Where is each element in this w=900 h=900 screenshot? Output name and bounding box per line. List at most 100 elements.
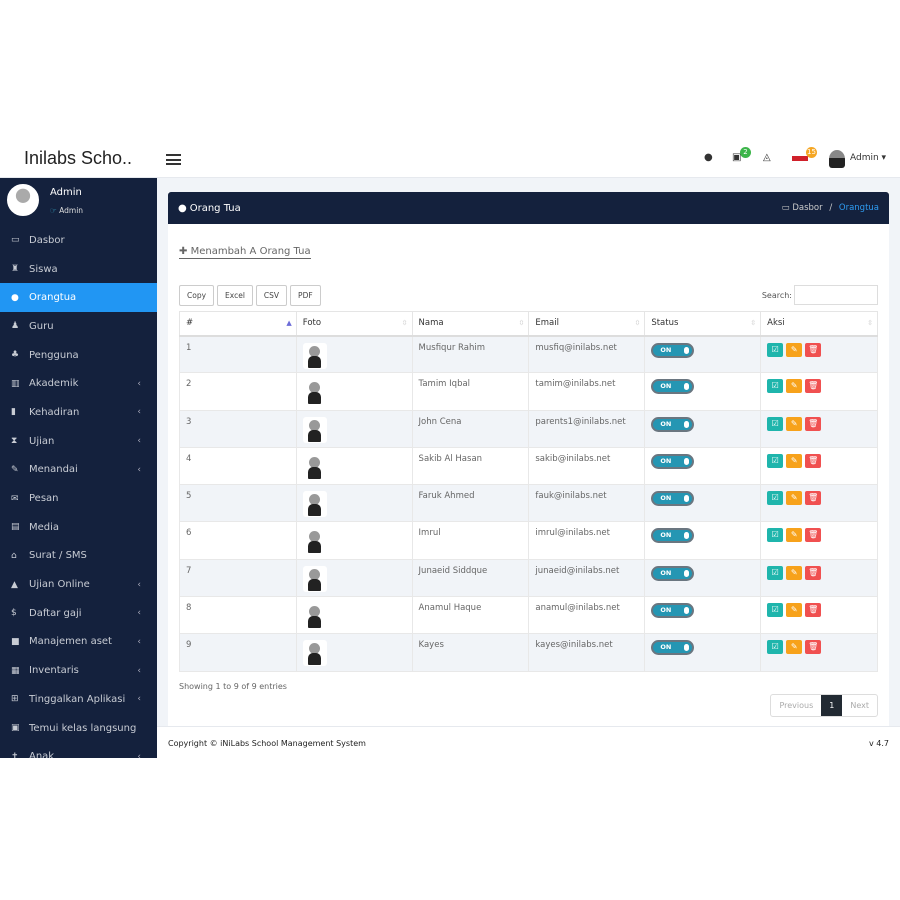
- view-button[interactable]: ☑: [767, 453, 784, 468]
- breadcrumb: ▭ Dasbor / Orangtua: [782, 203, 879, 213]
- sidebar-item-akademik[interactable]: ▥ Akademik ‹: [0, 369, 157, 398]
- pagination: Previous 1 Next: [770, 694, 878, 717]
- sidebar-item-temui-kelas-langsung[interactable]: ▣ Temui kelas langsung: [0, 714, 157, 743]
- view-button[interactable]: ☑: [767, 491, 784, 506]
- content-box: ● Orang Tua ▭ Dasbor / Orangtua ✚ Menamb…: [168, 192, 889, 732]
- edit-button[interactable]: ✎: [786, 379, 803, 394]
- column-header[interactable]: Aksi ⇳: [760, 311, 878, 337]
- status-toggle[interactable]: ON: [651, 379, 695, 395]
- copy-button[interactable]: Copy: [179, 285, 215, 306]
- status-toggle[interactable]: ON: [651, 453, 695, 469]
- sidebar-item-guru[interactable]: ♟ Guru: [0, 312, 157, 341]
- delete-button[interactable]: 🗑: [805, 342, 822, 357]
- view-button[interactable]: ☑: [767, 342, 784, 357]
- sidebar-item-label: Menandai: [29, 464, 78, 476]
- edit-button[interactable]: ✎: [786, 342, 803, 357]
- sidebar-item-surat-sms[interactable]: ⌂ Surat / SMS: [0, 542, 157, 571]
- view-button[interactable]: ☑: [767, 565, 784, 580]
- bell-icon[interactable]: ◬: [763, 152, 771, 163]
- column-header[interactable]: Status ⇳: [644, 311, 762, 337]
- delete-button[interactable]: 🗑: [805, 640, 822, 655]
- table-info: Showing 1 to 9 of 9 entries: [179, 682, 287, 691]
- status-toggle[interactable]: ON: [651, 491, 695, 507]
- sidebar-item-label: Surat / SMS: [29, 550, 87, 562]
- brand-logo[interactable]: Inilabs Scho..: [24, 148, 133, 168]
- page-1-button[interactable]: 1: [821, 695, 843, 716]
- add-parent-link[interactable]: ✚ Menambah A Orang Tua: [179, 246, 311, 259]
- delete-button[interactable]: 🗑: [805, 491, 822, 506]
- sidebar-item-media[interactable]: ▤ Media: [0, 513, 157, 542]
- parent-photo: [302, 379, 327, 406]
- edit-button[interactable]: ✎: [786, 416, 803, 431]
- sidebar-item-label: Daftar gaji: [29, 607, 82, 619]
- breadcrumb-separator: /: [829, 203, 833, 213]
- column-header[interactable]: Nama ⇳: [411, 311, 530, 337]
- sidebar-item-pesan[interactable]: ✉ Pesan: [0, 484, 157, 513]
- photo-cell: [295, 372, 413, 411]
- edit-button[interactable]: ✎: [786, 640, 803, 655]
- status-toggle[interactable]: ON: [651, 416, 695, 432]
- sidebar-item-siswa[interactable]: ♜ Siswa: [0, 255, 157, 284]
- sidebar-item-ujian[interactable]: ⧗ Ujian ‹: [0, 427, 157, 456]
- excel-button[interactable]: Excel: [217, 285, 253, 306]
- table-row: 3 John Cena parents1@inilabs.net ON ☑ ✎ 🗑: [179, 409, 878, 448]
- menu-toggle-icon[interactable]: [166, 154, 181, 165]
- edit-button[interactable]: ✎: [786, 565, 803, 580]
- delete-button[interactable]: 🗑: [805, 453, 822, 468]
- user-menu[interactable]: Admin ▾: [850, 153, 887, 163]
- version: v 4.7: [869, 739, 889, 748]
- table-row: 1 Musfiqur Rahim musfiq@inilabs.net ON ☑…: [179, 334, 878, 374]
- column-header[interactable]: Foto ⇳: [295, 311, 413, 337]
- sidebar-item-tinggalkan-aplikasi[interactable]: ⊞ Tinggalkan Aplikasi ‹: [0, 685, 157, 714]
- view-button[interactable]: ☑: [767, 640, 784, 655]
- language-flag-icon[interactable]: [792, 156, 808, 161]
- delete-button[interactable]: 🗑: [805, 603, 822, 618]
- edit-button[interactable]: ✎: [786, 603, 803, 618]
- breadcrumb-home[interactable]: Dasbor: [792, 203, 823, 213]
- sidebar-item-dasbor[interactable]: ▭ Dasbor: [0, 226, 157, 255]
- email-cell: anamul@inilabs.net: [528, 596, 646, 635]
- edit-button[interactable]: ✎: [786, 528, 803, 543]
- view-button[interactable]: ☑: [767, 528, 784, 543]
- parents-table: # ▲ Foto ⇳ Nama ⇳ Email ⇳ Status ⇳ Aksi ⇳ 1 Musfiqu…: [179, 311, 878, 672]
- search-input[interactable]: [794, 285, 878, 305]
- status-toggle[interactable]: ON: [651, 603, 695, 619]
- column-header[interactable]: # ▲: [179, 311, 297, 337]
- csv-button[interactable]: CSV: [255, 285, 288, 306]
- status-toggle[interactable]: ON: [651, 528, 695, 544]
- sidebar-item-ujian-online[interactable]: ▲ Ujian Online ‹: [0, 570, 157, 599]
- sidebar-item-pengguna[interactable]: ♣ Pengguna: [0, 341, 157, 370]
- edit-button[interactable]: ✎: [786, 453, 803, 468]
- status-toggle[interactable]: ON: [651, 640, 695, 656]
- sidebar-item-daftar-gaji[interactable]: $ Daftar gaji ‹: [0, 599, 157, 628]
- user-avatar[interactable]: [829, 150, 845, 168]
- previous-button[interactable]: Previous: [779, 701, 814, 710]
- sidebar: Admin ☞ Admin ▭ Dasbor ♜ Siswa ● Orangtua ♟ Gur…: [0, 178, 157, 758]
- delete-button[interactable]: 🗑: [805, 379, 822, 394]
- pdf-button[interactable]: PDF: [290, 285, 321, 306]
- column-header[interactable]: Email ⇳: [528, 311, 646, 337]
- delete-button[interactable]: 🗑: [805, 416, 822, 431]
- sidebar-item-manajemen-aset[interactable]: ■ Manajemen aset ‹: [0, 628, 157, 657]
- view-button[interactable]: ☑: [767, 603, 784, 618]
- calendar-icon[interactable]: ▣: [732, 152, 742, 163]
- status-toggle[interactable]: ON: [651, 342, 695, 358]
- delete-button[interactable]: 🗑: [805, 528, 822, 543]
- view-button[interactable]: ☑: [767, 416, 784, 431]
- column-label: Aksi: [767, 318, 785, 329]
- name-cell: Imrul: [411, 521, 530, 560]
- archive-icon: ■: [11, 636, 20, 647]
- sidebar-item-kehadiran[interactable]: ▮ Kehadiran ‹: [0, 398, 157, 427]
- sidebar-item-orangtua[interactable]: ● Orangtua: [0, 283, 157, 313]
- chevron-left-icon: ‹: [137, 694, 141, 705]
- sidebar-item-inventaris[interactable]: ▦ Inventaris ‹: [0, 656, 157, 685]
- edit-button[interactable]: ✎: [786, 491, 803, 506]
- view-button[interactable]: ☑: [767, 379, 784, 394]
- delete-button[interactable]: 🗑: [805, 565, 822, 580]
- status-toggle[interactable]: ON: [651, 565, 695, 581]
- next-button[interactable]: Next: [850, 701, 869, 710]
- sidebar-item-menandai[interactable]: ✎ Menandai ‹: [0, 456, 157, 485]
- globe-icon[interactable]: ●: [704, 152, 713, 163]
- sidebar-item-label: Tinggalkan Aplikasi: [29, 693, 126, 705]
- sidebar-item-anak[interactable]: ✝ Anak ‹: [0, 742, 157, 758]
